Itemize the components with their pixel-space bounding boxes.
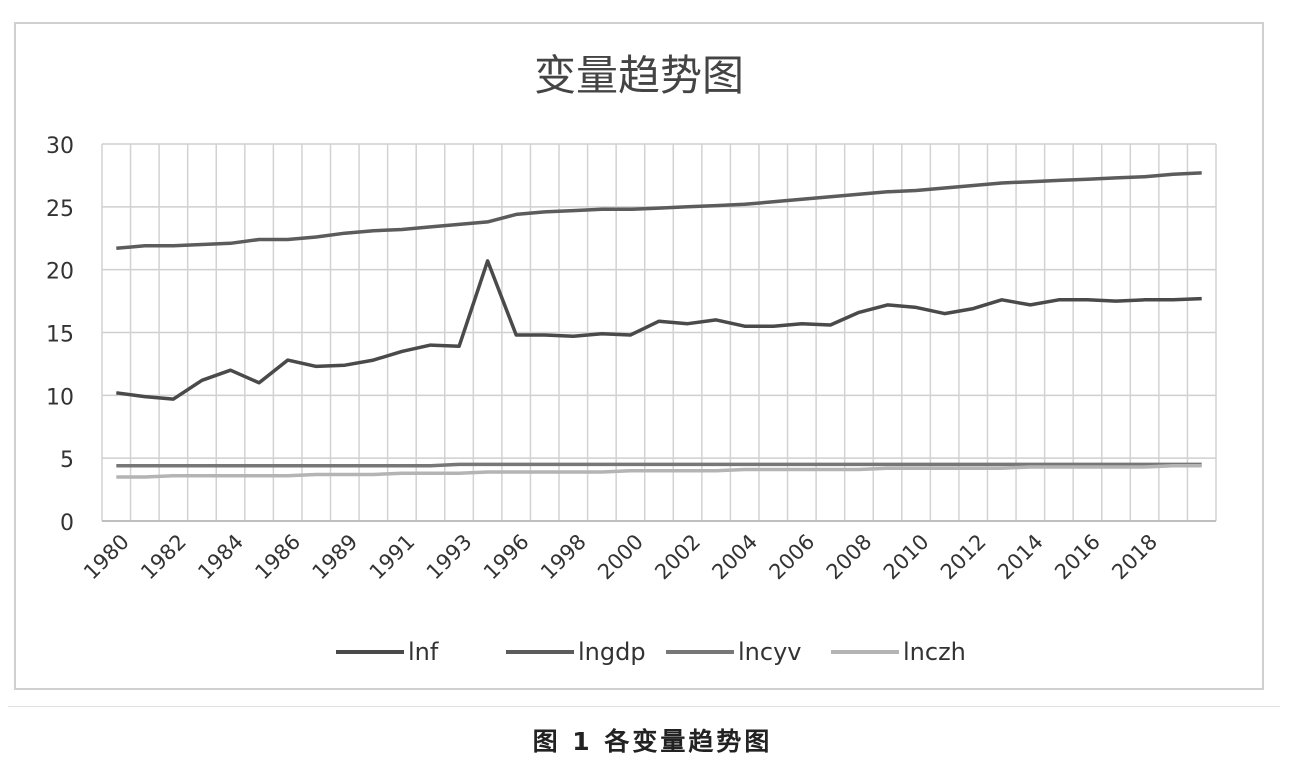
figure-caption: 图 1 各变量趋势图: [532, 727, 773, 756]
y-tick-label: 30: [46, 134, 74, 159]
x-tick-label: 1998: [536, 530, 591, 585]
legend-label-lnczh: lnczh: [903, 638, 966, 666]
y-tick-label: 20: [46, 260, 74, 285]
caption-divider: [8, 706, 1280, 707]
chart-title: 变量趋势图: [534, 51, 744, 100]
x-tick-label: 2008: [822, 530, 877, 585]
x-tick-label: 2002: [650, 530, 705, 585]
series-line-lngdp: [116, 171, 1202, 251]
x-tick-label: 2016: [1050, 530, 1105, 585]
series-line-lncyv: [116, 462, 1202, 468]
x-tick-label: 1984: [193, 530, 248, 585]
legend-label-lncyv: lncyv: [738, 638, 801, 666]
axes: 0 5 10 15 20 25 30 1980 1982 1984 1986 1989 1991 1993…: [46, 134, 1216, 584]
chart-frame: 变量趋势图 0 5 10 15 20 25 30 1980 1982 1984 1986 1989 19…: [14, 22, 1264, 690]
legend: lnf lngdp lncyv lnczh: [336, 638, 966, 666]
grid: [101, 143, 1217, 521]
x-tick-label: 2010: [879, 530, 934, 585]
x-tick-label: 2000: [593, 530, 648, 585]
x-tick-label: 1989: [308, 530, 363, 585]
y-tick-label: 15: [46, 323, 74, 348]
x-tick-label: 2018: [1107, 530, 1162, 585]
x-tick-label: 1991: [365, 530, 420, 585]
x-tick-label: 2014: [993, 530, 1048, 585]
series-lines: [116, 171, 1202, 479]
series-line-lnf: [116, 259, 1202, 401]
legend-label-lnf: lnf: [408, 638, 439, 666]
y-tick-label: 5: [60, 448, 74, 473]
x-tick-label: 1996: [479, 530, 534, 585]
y-tick-label: 0: [60, 511, 74, 536]
x-tick-label: 1980: [79, 530, 134, 585]
legend-label-lngdp: lngdp: [578, 638, 646, 666]
x-tick-label: 1982: [136, 530, 191, 585]
x-tick-label: 2006: [765, 530, 820, 585]
y-tick-label: 25: [46, 197, 74, 222]
series-line-lnczh: [116, 463, 1202, 479]
y-tick-label: 10: [46, 385, 74, 410]
x-tick-label: 2012: [936, 530, 991, 585]
x-tick-label: 1993: [422, 530, 477, 585]
x-tick-label: 1986: [250, 530, 305, 585]
x-tick-label: 2004: [707, 530, 762, 585]
